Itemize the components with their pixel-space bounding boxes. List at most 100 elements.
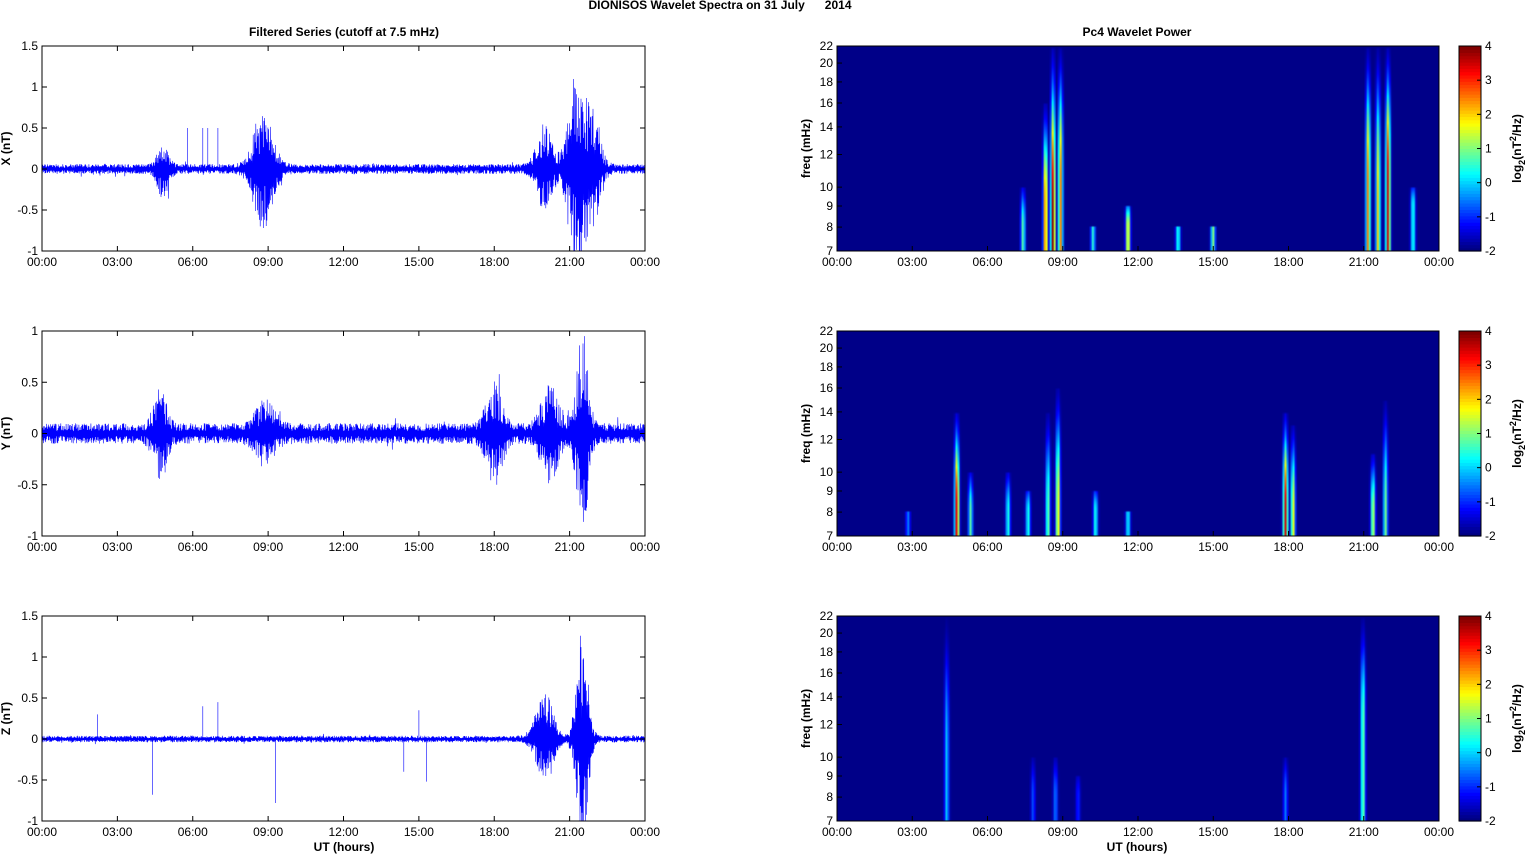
colorbar-step [1459, 455, 1481, 460]
x-tick-label: 00:00 [822, 255, 852, 269]
colorbar-step [1459, 129, 1481, 134]
colorbar-step [1459, 756, 1481, 761]
colorbar-tick-label: -2 [1485, 529, 1496, 543]
colorbar-step [1459, 119, 1481, 124]
colorbar-step [1459, 199, 1481, 204]
x-tick-label: 21:00 [555, 540, 585, 554]
colorbar-step [1459, 651, 1481, 656]
colorbar-step [1459, 696, 1481, 700]
colorbar-step [1459, 113, 1481, 118]
colorbar-step [1459, 78, 1481, 82]
colorbar-step [1459, 404, 1481, 409]
colorbar-step [1459, 334, 1481, 339]
colorbar-step [1459, 721, 1481, 726]
x-tick-label: 12:00 [1123, 540, 1153, 554]
colorbar-step [1459, 379, 1481, 383]
x-tick-label: 15:00 [404, 825, 434, 839]
colorbar-step [1459, 183, 1481, 188]
x-tick-label: 00:00 [630, 825, 660, 839]
y-tick-label: 12 [820, 718, 834, 732]
y-tick-label: 8 [826, 220, 833, 234]
colorbar-step [1459, 439, 1481, 444]
colorbar-step [1459, 347, 1481, 351]
y-tick-label: 7 [826, 529, 833, 543]
y-tick-label: 12 [820, 148, 834, 162]
colorbar-step [1459, 206, 1481, 210]
colorbar-step [1459, 462, 1481, 467]
x-tick-label: 15:00 [1198, 825, 1228, 839]
colorbar-step [1459, 90, 1481, 95]
colorbar-step [1459, 170, 1481, 175]
colorbar-step [1459, 151, 1481, 156]
colorbar-step [1459, 97, 1481, 102]
y-tick-label: 20 [820, 341, 834, 355]
colorbar-tick-label: -1 [1485, 780, 1496, 794]
colorbar-tick-label: 1 [1485, 142, 1492, 156]
colorbar-step [1459, 507, 1481, 511]
colorbar-step [1459, 692, 1481, 697]
colorbar-step [1459, 734, 1481, 739]
colorbar-step [1459, 644, 1481, 649]
colorbar-step [1459, 433, 1481, 438]
colorbar-Y: -2 -1 0 1 2 3 4 log2(nT2/Hz) [1458, 324, 1525, 543]
x-tick-label: 06:00 [972, 540, 1002, 554]
x-tick-label: 15:00 [1198, 255, 1228, 269]
colorbar-step [1459, 148, 1481, 153]
colorbar-tick-label: 2 [1485, 677, 1492, 691]
colorbar-step [1459, 84, 1481, 89]
colorbar-step [1459, 635, 1481, 640]
y-tick-label: 22 [820, 39, 834, 53]
colorbar-step [1459, 708, 1481, 713]
x-tick-label: 21:00 [555, 255, 585, 269]
y-tick-label: 20 [820, 56, 834, 70]
y-axis-label: freq (mHz) [799, 119, 813, 178]
colorbar-step [1459, 737, 1481, 742]
y-tick-label: 12 [820, 433, 834, 447]
y-tick-label: 8 [826, 790, 833, 804]
y-tick-label: 16 [820, 96, 834, 110]
colorbar-step [1459, 660, 1481, 665]
colorbar-step [1459, 766, 1481, 771]
colorbar-step [1459, 190, 1481, 194]
x-tick-label: 06:00 [178, 540, 208, 554]
colorbar-tick-label: 1 [1485, 712, 1492, 726]
x-tick-label: 15:00 [404, 255, 434, 269]
x-tick-label: 18:00 [479, 540, 509, 554]
colorbar-tick-label: 3 [1485, 73, 1492, 87]
colorbar-tick-label: -2 [1485, 814, 1496, 828]
colorbar-step [1459, 712, 1481, 716]
colorbar-step [1459, 804, 1481, 809]
colorbar-step [1459, 702, 1481, 707]
x-tick-label: 09:00 [253, 255, 283, 269]
y-tick-label: -0.5 [17, 773, 38, 787]
colorbar-tick-label: 0 [1485, 176, 1492, 190]
colorbar-step [1459, 110, 1481, 114]
plot-frame [41, 615, 646, 822]
x-tick-label: 03:00 [102, 825, 132, 839]
y-tick-label: 1.5 [21, 39, 38, 53]
colorbar-step [1459, 625, 1481, 630]
colorbar-step [1459, 449, 1481, 454]
x-tick-label: 00:00 [27, 255, 57, 269]
y-tick-label: 0 [31, 162, 38, 176]
colorbar-step [1459, 212, 1481, 217]
colorbar-step [1459, 728, 1481, 732]
y-tick-label: 9 [826, 769, 833, 783]
colorbar-step [1459, 81, 1481, 86]
colorbar-step [1459, 356, 1481, 361]
colorbar-step [1459, 772, 1481, 777]
colorbar-step [1459, 795, 1481, 800]
colorbar-label: log2(nT2/Hz) [1508, 684, 1525, 753]
colorbar-step [1459, 407, 1481, 412]
y-tick-label: 8 [826, 505, 833, 519]
colorbar-step [1459, 747, 1481, 752]
colorbar-step [1459, 388, 1481, 393]
y-tick-label: -0.5 [17, 203, 38, 217]
colorbar-step [1459, 369, 1481, 374]
colorbar-step [1459, 46, 1481, 50]
colorbar-Z: -2 -1 0 1 2 3 4 log2(nT2/Hz) [1458, 609, 1525, 828]
x-tick-label: 00:00 [822, 540, 852, 554]
